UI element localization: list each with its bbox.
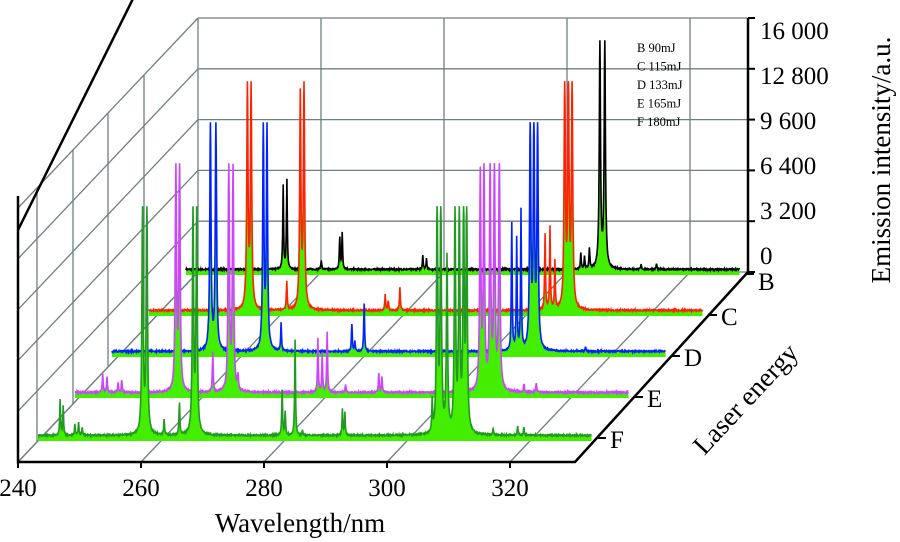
z-tick-label: 16 000 [760, 18, 829, 45]
z-axis-title: Emission intensity/a.u. [866, 37, 896, 284]
series-line-E [74, 163, 629, 396]
depth-tick-label: D [684, 345, 702, 372]
legend-entry-E: E 165mJ [637, 97, 681, 111]
z-tick-label: 9 600 [760, 108, 816, 135]
series-line-F [37, 206, 592, 440]
x-tick-label: 260 [122, 475, 160, 502]
depth-tick-label: E [647, 386, 662, 413]
floor-gridline [509, 271, 691, 463]
axes: 240 260 280 300 320 0 3 200 6 400 9 600 12 800 16 … [0, 0, 829, 502]
series-line-D [111, 122, 666, 356]
legend-entry-B: B 90mJ [637, 41, 676, 55]
legend-entry-F: F 180mJ [637, 115, 681, 129]
legend-entry-D: D 133mJ [637, 78, 683, 92]
z-tick-label: 3 200 [760, 198, 816, 225]
z-tick-label: 6 400 [760, 153, 816, 180]
side-wall-top-edge [16, 0, 134, 231]
legend: B 90mJ C 115mJ D 133mJ E 165mJ F 180mJ [637, 41, 683, 129]
x-tick-label: 300 [368, 475, 406, 502]
depth-tick-label: F [610, 427, 624, 454]
depth-tick-label: C [721, 304, 738, 331]
x-axis-title: Wavelength/nm [215, 508, 385, 538]
depth-tick-label: B [758, 269, 775, 296]
grid [17, 17, 748, 463]
legend-entry-C: C 115mJ [637, 60, 681, 74]
z-tick-label: 12 800 [760, 63, 829, 90]
x-tick-label: 280 [245, 475, 283, 502]
axis-frame [16, 196, 749, 464]
series-fill-F [38, 206, 592, 441]
series-fill-C [149, 81, 703, 316]
z-tick-label: 0 [760, 243, 773, 270]
series-group [37, 40, 741, 441]
x-tick-label: 320 [491, 475, 529, 502]
series-line-C [148, 81, 704, 315]
x-tick-label: 240 [0, 475, 37, 502]
depth-axis-title: Laser energy [687, 337, 805, 460]
